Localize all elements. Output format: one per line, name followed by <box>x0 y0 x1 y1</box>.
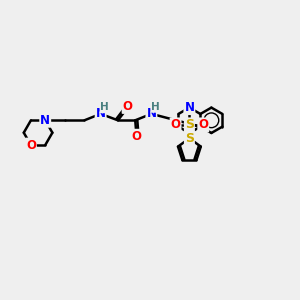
Text: N: N <box>146 107 156 120</box>
Text: O: O <box>198 118 208 131</box>
Text: O: O <box>26 139 36 152</box>
Text: H: H <box>151 102 160 112</box>
Text: O: O <box>171 118 181 131</box>
Text: N: N <box>96 107 106 120</box>
Text: N: N <box>184 101 194 114</box>
Text: O: O <box>123 100 133 113</box>
Text: H: H <box>100 102 109 112</box>
Text: S: S <box>185 118 194 131</box>
Text: S: S <box>185 132 194 145</box>
Text: N: N <box>40 114 50 127</box>
Text: O: O <box>131 130 141 143</box>
